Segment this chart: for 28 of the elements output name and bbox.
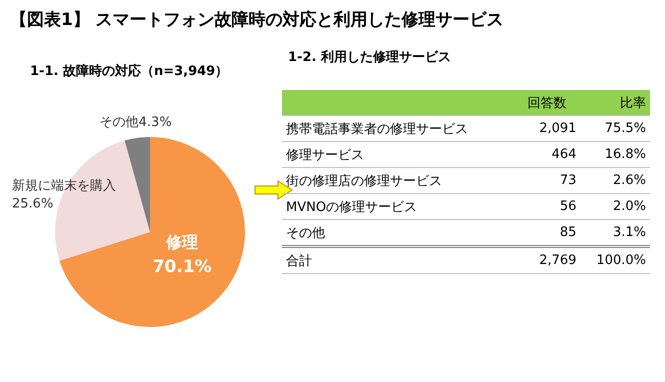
slice-label: その他4.3% <box>100 114 172 130</box>
text: 比率 <box>580 90 650 116</box>
slice-label: 修理 <box>165 232 198 252</box>
data-label: 3.1% <box>580 220 650 246</box>
text: 回答数 <box>512 90 580 116</box>
category-label: 携帯電話事業者の修理サービス <box>282 116 512 142</box>
category-label: MVNOの修理サービス <box>282 194 512 220</box>
data-label: 2.6% <box>580 168 650 194</box>
category-label: 街の修理店の修理サービス <box>282 168 512 194</box>
chart-subtitle: 1-1. 故障時の対応（n=3,949） <box>30 62 228 80</box>
chart-title: 【図表1】 スマートフォン故障時の対応と利用した修理サービス <box>10 9 504 31</box>
data-label: 16.8% <box>580 142 650 168</box>
data-label: 464 <box>512 142 580 168</box>
data-label: 100.0% <box>580 246 650 274</box>
data-label: 70.1% <box>152 256 212 277</box>
category-label: 修理サービス <box>282 142 512 168</box>
slice-label: 新規に端末を購入 <box>12 178 116 194</box>
data-label: 2,769 <box>512 246 580 274</box>
data-label: 85 <box>512 220 580 246</box>
text: 1-2. 利用した修理サービス <box>288 49 451 66</box>
category-label: その他 <box>282 220 512 246</box>
data-label: 25.6% <box>12 196 54 212</box>
data-label: 75.5% <box>580 116 650 142</box>
data-label: 56 <box>512 194 580 220</box>
category-label: 合計 <box>282 246 512 274</box>
data-label: 73 <box>512 168 580 194</box>
data-label: 2.0% <box>580 194 650 220</box>
data-label: 2,091 <box>512 116 580 142</box>
